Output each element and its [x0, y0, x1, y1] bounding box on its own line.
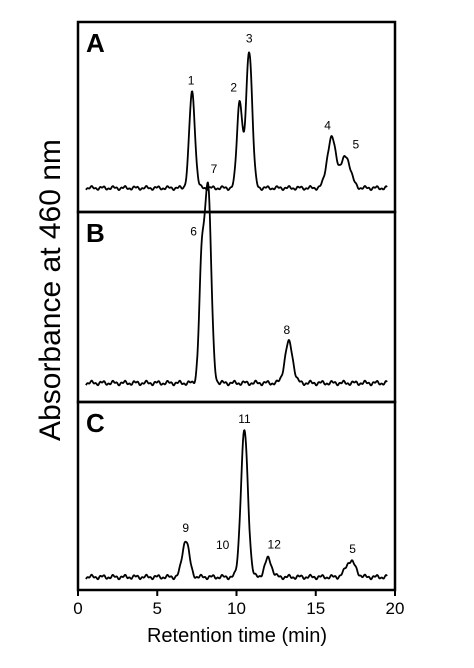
- panel-label: B: [86, 218, 105, 248]
- x-tick-label: 15: [306, 599, 325, 618]
- peak-label: 5: [349, 542, 356, 556]
- panel-a: A 1 2 3 4 5: [76, 20, 397, 214]
- x-axis: 0 5 10 15 20: [73, 590, 404, 618]
- chromatogram-trace: [85, 181, 388, 387]
- peak-label: 8: [283, 323, 290, 337]
- panel-b: B 6 7 8: [76, 162, 397, 404]
- panel-label: A: [86, 28, 105, 58]
- peak-label: 10: [216, 538, 230, 552]
- chromatogram-trace: [85, 429, 388, 581]
- peak-label: 7: [211, 162, 218, 176]
- chromatogram-trace: [85, 51, 388, 191]
- y-axis-title: Absorbance at 460 nm: [34, 139, 67, 441]
- panel-c: C 9 10 11 12 5: [76, 400, 397, 592]
- peak-label: 12: [268, 537, 282, 551]
- panel-label: C: [86, 408, 105, 438]
- x-tick-label: 20: [386, 599, 405, 618]
- peak-label: 4: [324, 119, 331, 133]
- x-tick-label: 0: [73, 599, 82, 618]
- panel-frame: [76, 20, 397, 214]
- peak-label: 9: [182, 521, 189, 535]
- peak-label: 6: [190, 225, 197, 239]
- x-axis-title: Retention time (min): [147, 625, 327, 647]
- peak-label: 2: [230, 81, 237, 95]
- peak-label: 1: [188, 73, 195, 87]
- peak-label: 3: [246, 32, 253, 46]
- x-tick-label: 5: [153, 599, 162, 618]
- panel-frame: [76, 210, 397, 404]
- x-tick-label: 10: [227, 599, 246, 618]
- peak-label: 11: [238, 412, 251, 426]
- peak-label: 5: [353, 138, 360, 152]
